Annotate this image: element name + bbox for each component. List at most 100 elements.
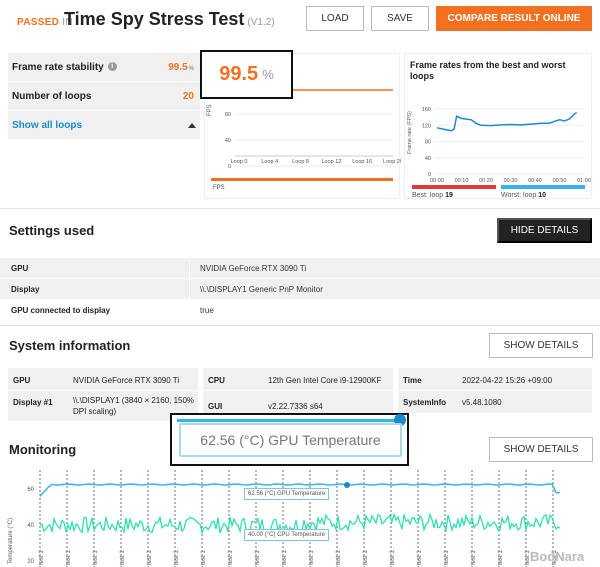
stability-value: 99.5 [168, 61, 188, 73]
load-button[interactable]: LOAD [306, 6, 364, 31]
loop-marker-label: test 1 [498, 550, 504, 565]
loop-marker-label: test 1 [66, 550, 72, 565]
loop-marker-label: test 1 [336, 550, 342, 565]
monitoring-ytick: 40 [27, 523, 34, 529]
sys-systeminfo-value: v5.48.1080 [462, 398, 502, 407]
bw-xtick: 00:10 [455, 178, 469, 184]
gpu-temperature-tag: 62.56 (°C) GPU Temperature [244, 488, 330, 500]
bw-ytick: 40 [425, 156, 431, 162]
stability-label: Frame rate stability [12, 61, 104, 73]
monitoring-show-details-button[interactable]: SHOW DETAILS [489, 437, 593, 462]
header: PASSED IN Time Spy Stress Test (V1.2) LOA… [0, 0, 600, 40]
settings-row-display: Display \\.\DISPLAY1 Generic PnP Monitor [0, 279, 600, 299]
show-all-loops-toggle[interactable]: Show all loops [8, 111, 200, 139]
best-worst-title: Frame rates from the best and worst loop… [410, 60, 566, 81]
system-info-title: System information [9, 338, 131, 353]
worst-legend-bar [501, 185, 585, 189]
loop-xtick: Loop 0 [231, 159, 248, 165]
loop-fps-svg: FPS 80 40 0 Loop 0 Loop 4 Loop 8 Loop 12 Loop … [207, 89, 403, 191]
watermark: BodNara [530, 549, 585, 564]
fps-legend-bar [211, 178, 393, 181]
bw-ytick: 0 [428, 172, 431, 178]
sys-display-value-1: \\.\DISPLAY1 (3840 × 2160, 150% [73, 396, 195, 405]
cpu-temperature-tag: 40.00 (°C) CPU Temperature [244, 529, 329, 541]
monitoring-title: Monitoring [9, 442, 77, 457]
show-all-loops-link[interactable]: Show all loops [12, 119, 83, 131]
loop-ytick: 80 [225, 112, 231, 118]
page-title: Time Spy Stress Test (V1.2) [64, 9, 275, 29]
loop-marker-label: test 1 [282, 550, 288, 565]
loop-marker-label: test 1 [93, 550, 99, 565]
save-button[interactable]: SAVE [371, 6, 429, 31]
loop-xtick: Loop 16 [352, 159, 372, 165]
loops-row: Number of loops 20 [8, 82, 200, 110]
hide-details-button[interactable]: HIDE DETAILS [497, 218, 592, 243]
fps-legend-label: FPS [213, 185, 225, 191]
stability-popup-value: 99.5 [219, 63, 259, 85]
loop-marker-label: test 1 [417, 550, 423, 565]
loop-xtick: Loop 20 [383, 159, 401, 165]
version-label: (V1.2) [247, 17, 275, 28]
bw-ytick: 160 [422, 107, 431, 113]
best-legend-label: Best: loop 19 [412, 192, 453, 199]
gpu-temperature-highlight: 62.56 (°C) GPU Temperature [170, 413, 409, 466]
sys-display-label: Display #1 [13, 398, 53, 407]
monitoring-svg: Temperature (°C) 60 40 20 test 1 test 1 test… [8, 470, 561, 567]
bw-xtick: 00:20 [479, 178, 493, 184]
loop-xtick: Loop 8 [292, 159, 309, 165]
settings-row-gpu: GPU NVIDIA GeForce RTX 3090 Ti [0, 258, 600, 278]
loop-marker-label: test 1 [309, 550, 315, 565]
best-legend-bar [412, 185, 496, 189]
bw-ytick: 120 [422, 123, 431, 129]
loop-marker-label: test 1 [390, 550, 396, 565]
loop-xtick: Loop 4 [261, 159, 278, 165]
loop-marker-label: test 1 [444, 550, 450, 565]
loop-xtick: Loop 12 [321, 159, 341, 165]
monitoring-chart: Temperature (°C) 60 40 20 test 1 test 1 test… [0, 468, 600, 567]
info-icon[interactable]: i [107, 62, 117, 72]
best-worst-ylabel: Frame rate (FPS) [407, 111, 413, 154]
loop-chart-ylabel: FPS [207, 104, 213, 116]
bw-xtick: 00:40 [528, 178, 542, 184]
collapse-arrow-icon[interactable] [188, 122, 196, 128]
sys-display-value-2: DPI scaling) [73, 407, 117, 416]
sys-gpu-value: NVIDIA GeForce RTX 3090 Ti [73, 376, 180, 385]
loop-marker-label: test 1 [147, 550, 153, 565]
loop-marker-label: test 1 [255, 550, 261, 565]
worst-legend-label: Worst: loop 10 [501, 192, 547, 199]
loop-marker-label: test 1 [228, 550, 234, 565]
loops-value: 20 [182, 90, 194, 102]
loop-ytick: 40 [225, 138, 231, 144]
loops-label: Number of loops [12, 90, 92, 102]
sys-systeminfo-label: SystemInfo [403, 398, 447, 407]
monitoring-ylabel: Temperature (°C) [8, 518, 14, 564]
compare-online-button[interactable]: COMPARE RESULT ONLINE [436, 6, 592, 31]
bw-xtick: 00:30 [504, 178, 518, 184]
gpu-temperature-line [39, 483, 560, 497]
settings-row-gpu-connected: GPU connected to display true [11, 306, 214, 315]
best-worst-chart: Frame rates from the best and worst loop… [404, 53, 592, 199]
sys-cpu-label: CPU [208, 376, 225, 385]
sys-cpu-value: 12th Gen Intel Core i9-12900KF [268, 376, 382, 385]
loop-ytick: 0 [228, 164, 231, 170]
loop-marker-label: test 1 [363, 550, 369, 565]
system-show-details-button[interactable]: SHOW DETAILS [489, 333, 593, 358]
loop-marker-label: test 1 [174, 550, 180, 565]
best-worst-svg: Frame rate (FPS) 160 120 80 40 0 00:00 00:10 0… [407, 107, 591, 184]
loop-marker-label: test 1 [120, 550, 126, 565]
sys-gui-value: v2.22.7336 s64 [268, 402, 323, 411]
sys-gpu-label: GPU [13, 376, 31, 385]
monitoring-ytick: 60 [27, 487, 34, 493]
loop-marker-label: test 1 [552, 550, 558, 565]
stability-popup-unit: % [262, 67, 274, 82]
monitoring-ytick: 20 [27, 559, 34, 565]
loop-marker-label: test 1 [525, 550, 531, 565]
stability-row: Frame rate stability i 99.5% [12, 61, 194, 73]
bw-ytick: 80 [425, 140, 431, 146]
best-loop-line [436, 111, 578, 132]
sys-gui-label: GUI [208, 402, 223, 411]
bw-xtick: 00:00 [430, 178, 444, 184]
loop-marker-label: test 1 [471, 550, 477, 565]
passed-badge: PASSED IN [17, 17, 73, 28]
gpu-temperature-popup: 62.56 (°C) GPU Temperature [179, 423, 402, 457]
